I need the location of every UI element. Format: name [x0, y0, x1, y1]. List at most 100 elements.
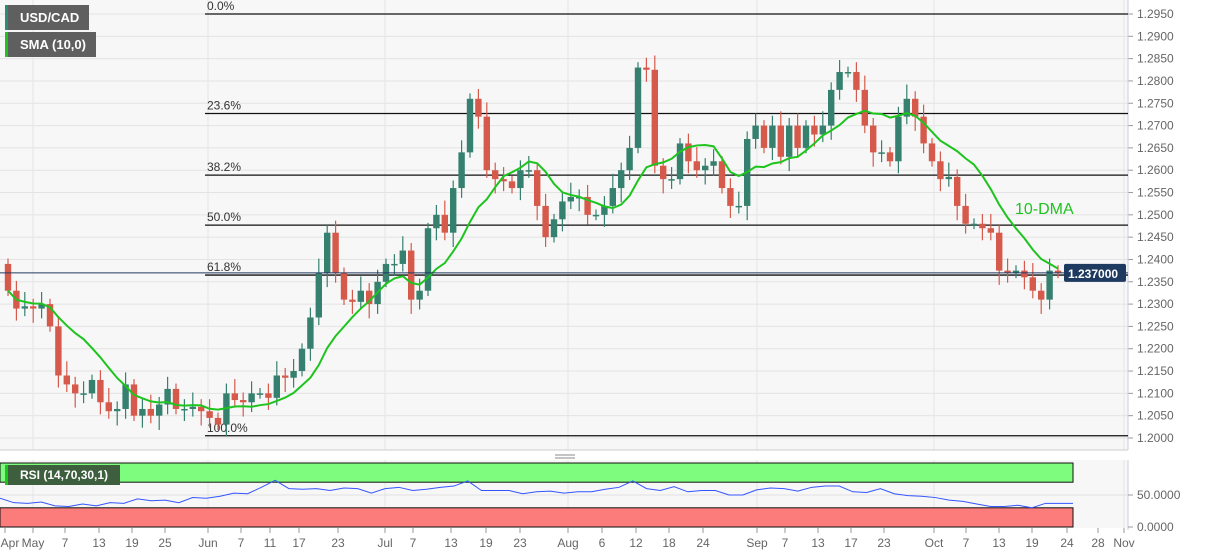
- candle-bullish: [618, 170, 625, 189]
- candle-bearish: [996, 232, 1003, 271]
- candle-bearish: [987, 228, 994, 233]
- y-tick-label: 1.2900: [1137, 29, 1174, 43]
- y-tick-label: 1.2450: [1137, 230, 1174, 244]
- x-tick-label: 25: [158, 536, 172, 550]
- candle-bearish: [240, 400, 247, 403]
- candle-bearish: [147, 408, 154, 416]
- x-tick-label: Oct: [925, 536, 944, 550]
- candle-bearish: [811, 125, 818, 135]
- x-tick-label: 18: [662, 536, 676, 550]
- y-tick-label: 1.2150: [1137, 364, 1174, 378]
- candle-bearish: [63, 375, 70, 385]
- candle-bearish: [332, 232, 339, 273]
- candle-bearish: [475, 98, 482, 117]
- candle-bullish: [945, 176, 952, 180]
- candle-bearish: [1054, 270, 1062, 273]
- candle-bearish: [912, 98, 919, 117]
- candle-bearish: [760, 125, 768, 148]
- candle-bullish: [786, 125, 793, 157]
- candle-bearish: [1021, 270, 1028, 278]
- candle-bullish: [844, 72, 852, 74]
- fibonacci-label: 0.0%: [207, 0, 235, 13]
- candle-bearish: [500, 179, 507, 182]
- candle-bullish: [416, 290, 423, 300]
- candle-bullish: [156, 404, 163, 416]
- candle-bearish: [30, 306, 37, 309]
- candle-bullish: [88, 379, 96, 394]
- x-tick-label: 13: [992, 536, 1006, 550]
- candle-bearish: [483, 116, 490, 171]
- candle-bullish: [970, 223, 978, 226]
- x-tick-label: 19: [479, 536, 493, 550]
- candle-bullish: [324, 232, 331, 273]
- candle-bearish: [794, 125, 801, 148]
- y-tick-label: 1.2950: [1137, 7, 1174, 21]
- candle-bearish: [584, 196, 591, 215]
- candle-bearish: [72, 384, 79, 394]
- candle-bearish: [718, 161, 726, 189]
- candle-bearish: [870, 125, 877, 153]
- candle-bullish: [458, 152, 465, 189]
- candle-bearish: [534, 170, 541, 206]
- candle-bearish: [727, 188, 734, 206]
- rsi-line: [0, 479, 1073, 509]
- candle-bullish: [164, 388, 171, 405]
- sma-legend[interactable]: SMA (10,0): [5, 32, 96, 57]
- candle-bullish: [139, 408, 146, 416]
- x-tick-label: 17: [292, 536, 306, 550]
- candle-bullish: [181, 408, 188, 411]
- candle-bearish: [920, 116, 927, 144]
- current-price-badge: [1064, 263, 1126, 282]
- candle-bearish: [660, 165, 667, 180]
- overbought-zone: [0, 462, 1074, 483]
- candle-bullish: [626, 147, 633, 171]
- candle-bullish: [802, 125, 810, 148]
- candle-bearish: [651, 69, 658, 166]
- fibonacci-label: 23.6%: [207, 99, 241, 113]
- y-tick-label: 1.2350: [1137, 275, 1174, 289]
- candle-bullish: [315, 272, 322, 318]
- candle-bullish: [307, 317, 314, 349]
- candle-bearish: [366, 290, 373, 305]
- candle-bearish: [542, 205, 549, 238]
- candle-bearish: [46, 304, 54, 327]
- candle-bearish: [685, 143, 692, 162]
- candle-bearish: [4, 263, 12, 291]
- symbol-legend[interactable]: USD/CAD: [5, 5, 90, 30]
- candle-bullish: [668, 179, 675, 181]
- candle-bearish: [198, 406, 205, 412]
- x-tick-label: 13: [92, 536, 106, 550]
- candle-bearish: [1038, 290, 1045, 300]
- x-tick-label: 13: [811, 536, 825, 550]
- candle-bearish: [97, 379, 104, 403]
- fibonacci-label: 38.2%: [207, 160, 241, 174]
- y-tick-label: 1.2700: [1137, 119, 1174, 133]
- candle-bullish: [450, 188, 457, 233]
- candle-bullish: [248, 393, 255, 403]
- x-tick-label: 7: [963, 536, 970, 550]
- y-tick-label: 1.2000: [1137, 431, 1174, 445]
- x-tick-label: 28: [1091, 536, 1105, 550]
- candle-bearish: [693, 161, 700, 171]
- x-tick-label: Aug: [557, 536, 578, 550]
- candle-bullish: [273, 375, 280, 398]
- y-tick-label: 1.2050: [1137, 409, 1174, 423]
- candle-bearish: [492, 170, 499, 180]
- x-tick-label: Nov: [1113, 536, 1134, 550]
- candle-bullish: [752, 125, 759, 139]
- candle-bullish: [903, 98, 910, 117]
- x-tick-label: Apr: [1, 536, 20, 550]
- candle-bullish: [769, 125, 776, 148]
- candle-bullish: [399, 250, 406, 264]
- candle-bearish: [441, 214, 448, 233]
- candle-bearish: [282, 375, 289, 378]
- candle-bearish: [643, 67, 650, 70]
- candle-bullish: [559, 201, 566, 220]
- candle-bullish: [298, 348, 306, 372]
- oversold-zone: [0, 507, 1074, 528]
- candle-bullish: [21, 306, 28, 309]
- candle-bullish: [710, 161, 717, 166]
- candle-bullish: [290, 371, 297, 378]
- rsi-legend[interactable]: RSI (14,70,30,1): [5, 465, 121, 485]
